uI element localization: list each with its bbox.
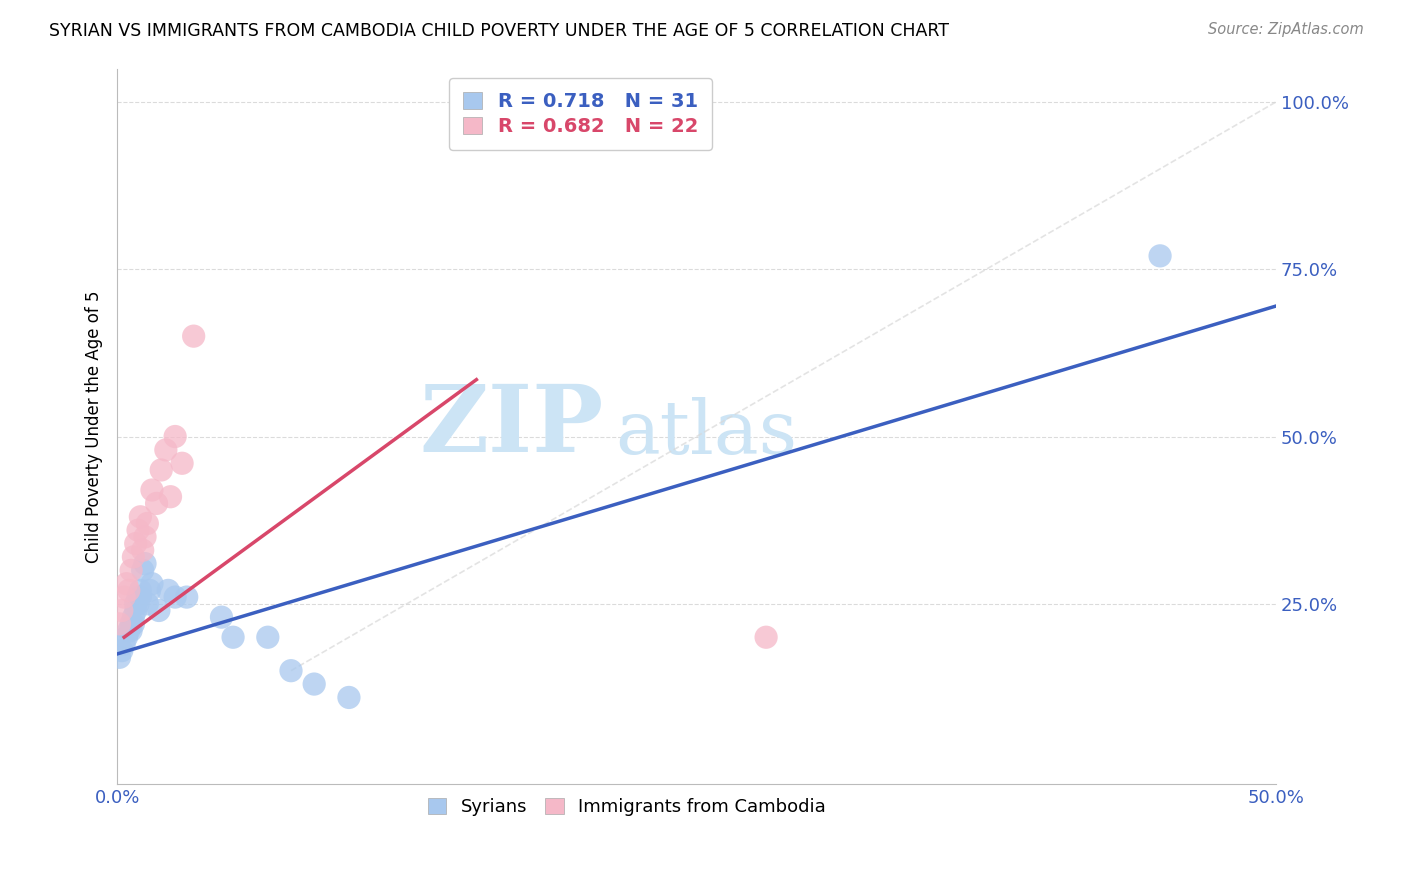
Point [112, 637, 135, 651]
Point [127, 590, 149, 604]
Point [176, 590, 198, 604]
Point [129, 590, 152, 604]
Point [159, 490, 181, 504]
Point [127, 597, 149, 611]
Point [118, 624, 141, 638]
Point [136, 516, 159, 531]
Text: Source: ZipAtlas.com: Source: ZipAtlas.com [1208, 22, 1364, 37]
Point [141, 483, 163, 497]
Point [337, 690, 360, 705]
Text: SYRIAN VS IMMIGRANTS FROM CAMBODIA CHILD POVERTY UNDER THE AGE OF 5 CORRELATION : SYRIAN VS IMMIGRANTS FROM CAMBODIA CHILD… [49, 22, 949, 40]
Point [129, 583, 152, 598]
Point [145, 496, 167, 510]
Point [122, 610, 145, 624]
Legend: Syrians, Immigrants from Cambodia: Syrians, Immigrants from Cambodia [419, 789, 835, 825]
Point [122, 549, 145, 564]
Point [122, 616, 145, 631]
Point [157, 583, 180, 598]
Point [120, 616, 142, 631]
Point [127, 523, 149, 537]
Point [302, 677, 325, 691]
Point [120, 624, 142, 638]
Point [136, 597, 159, 611]
Point [129, 509, 152, 524]
Text: ZIP: ZIP [419, 382, 603, 472]
Point [172, 456, 194, 470]
Point [755, 630, 778, 644]
Point [222, 630, 245, 644]
Point [211, 610, 233, 624]
Point [138, 583, 160, 598]
Y-axis label: Child Poverty Under the Age of 5: Child Poverty Under the Age of 5 [86, 290, 103, 563]
Point [155, 442, 177, 457]
Point [118, 583, 141, 598]
Point [108, 650, 131, 665]
Point [120, 563, 142, 577]
Point [256, 630, 278, 644]
Point [165, 429, 187, 443]
Point [1149, 249, 1171, 263]
Point [125, 536, 148, 550]
Point [165, 590, 187, 604]
Point [134, 530, 156, 544]
Point [131, 543, 153, 558]
Point [125, 597, 148, 611]
Point [115, 576, 138, 591]
Point [111, 603, 134, 617]
Point [141, 576, 163, 591]
Point [150, 463, 173, 477]
Point [280, 664, 302, 678]
Point [112, 590, 135, 604]
Point [134, 557, 156, 571]
Point [115, 630, 138, 644]
Point [183, 329, 205, 343]
Point [108, 616, 131, 631]
Point [111, 643, 134, 657]
Text: atlas: atlas [616, 397, 797, 470]
Point [148, 603, 170, 617]
Point [125, 603, 148, 617]
Point [131, 563, 153, 577]
